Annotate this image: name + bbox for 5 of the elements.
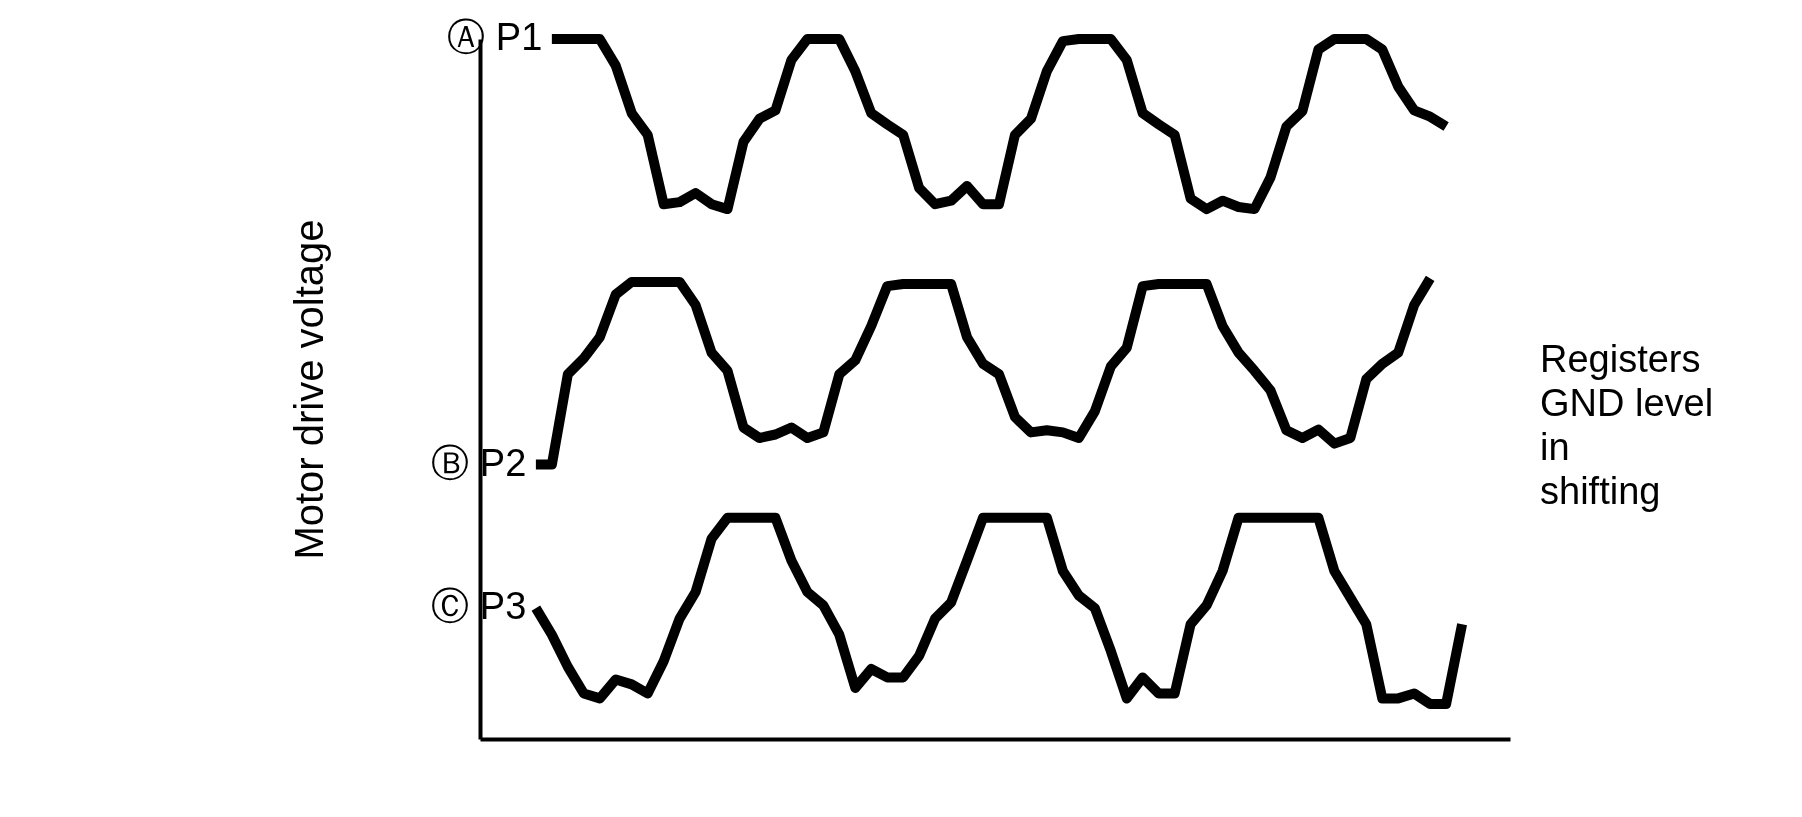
series-label: Ⓐ P1: [447, 16, 543, 58]
text: Registers GND level in shifting: [1540, 338, 1714, 512]
y-axis-title: Motor drive voltage: [286, 219, 331, 560]
series-label: Ⓒ P3: [431, 585, 527, 628]
series-label: Ⓑ P2: [431, 441, 527, 484]
